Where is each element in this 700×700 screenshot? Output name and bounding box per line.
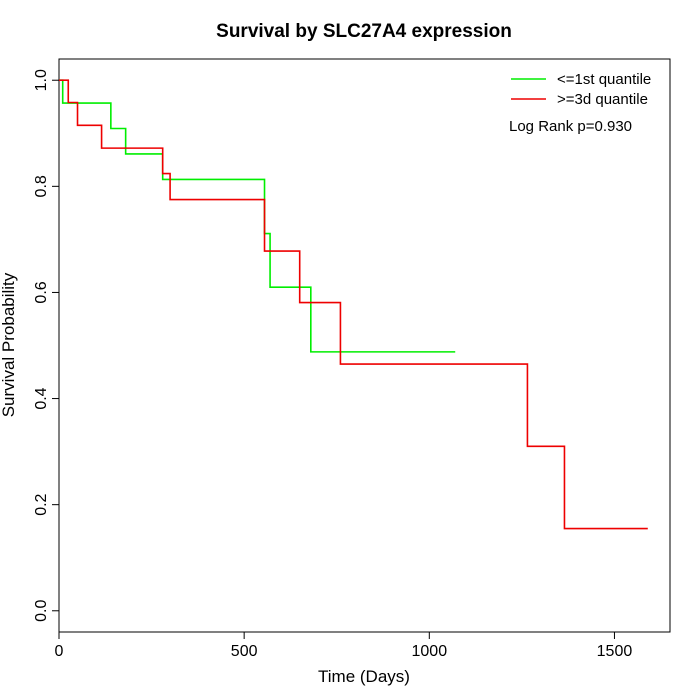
chart-title: Survival by SLC27A4 expression bbox=[216, 21, 512, 42]
legend-entry: >=3d quantile bbox=[557, 91, 648, 108]
legend: <=1st quantile >=3d quantile bbox=[511, 71, 651, 108]
y-tick-label: 0.0 bbox=[33, 600, 50, 622]
series-line bbox=[59, 79, 648, 530]
x-axis-label: Time (Days) bbox=[318, 667, 410, 686]
y-axis: 0.0 0.2 0.4 0.6 0.8 1.0 bbox=[33, 69, 60, 622]
y-axis-label: Survival Probability bbox=[0, 272, 18, 417]
x-tick-label: 500 bbox=[231, 643, 258, 660]
y-tick-label: 0.2 bbox=[33, 493, 50, 515]
log-rank-annotation: Log Rank p=0.930 bbox=[509, 118, 632, 135]
y-tick-label: 0.8 bbox=[33, 175, 50, 197]
y-tick-label: 1.0 bbox=[33, 69, 50, 91]
y-tick-label: 0.6 bbox=[33, 281, 50, 303]
x-tick-label: 1500 bbox=[597, 643, 633, 660]
legend-entry: <=1st quantile bbox=[557, 71, 651, 88]
x-tick-label: 1000 bbox=[412, 643, 448, 660]
y-tick-label: 0.4 bbox=[33, 387, 50, 409]
x-axis: 0 500 1000 1500 bbox=[55, 631, 633, 660]
x-tick-label: 0 bbox=[55, 643, 64, 660]
series-layer bbox=[59, 79, 648, 530]
